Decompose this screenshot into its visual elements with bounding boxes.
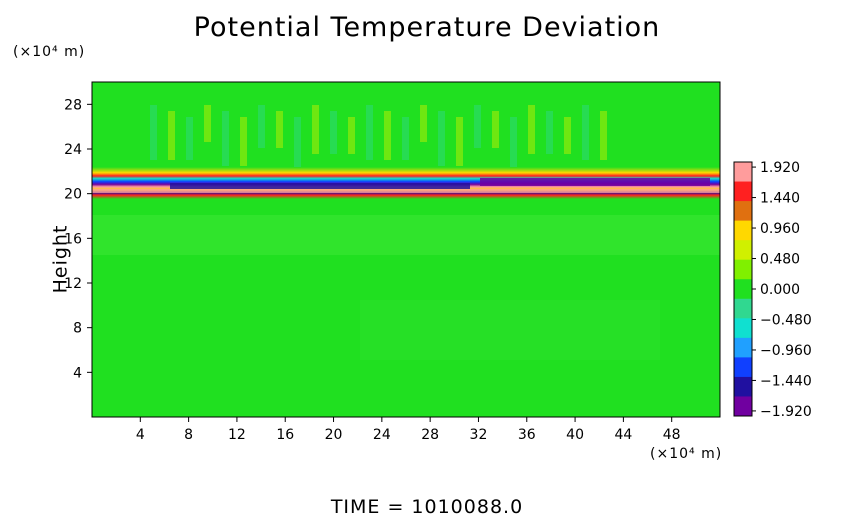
colorbar-swatch xyxy=(734,279,752,300)
colorbar-swatch xyxy=(734,181,752,202)
colorbar-label: 1.920 xyxy=(760,160,800,176)
x-tick-label: 24 xyxy=(373,427,391,443)
x-tick-label: 8 xyxy=(184,427,193,443)
y-axis: 4 8 12 16 20 24 28 xyxy=(64,97,92,381)
y-tick-label: 16 xyxy=(64,231,82,247)
y-tick-label: 28 xyxy=(64,97,82,113)
wave-streak xyxy=(348,117,355,154)
x-tick-label: 28 xyxy=(421,427,439,443)
colorbar-swatch xyxy=(734,376,752,397)
y-tick-label: 8 xyxy=(73,321,82,337)
wave-streak xyxy=(366,105,373,160)
colorbar-label: −0.960 xyxy=(760,343,812,359)
y-tick-label: 24 xyxy=(64,142,82,158)
wave-streak xyxy=(294,117,301,172)
y-tick-label: 4 xyxy=(73,365,82,381)
wave-streak xyxy=(330,111,337,154)
wave-streak xyxy=(150,105,157,160)
wave-streak xyxy=(276,111,283,148)
wave-streak xyxy=(240,117,247,166)
wave-streak xyxy=(564,117,571,154)
wave-streak xyxy=(456,117,463,166)
band-dark-core xyxy=(170,183,470,189)
x-tick-label: 40 xyxy=(566,427,584,443)
x-axis: 4 8 12 16 20 24 28 32 36 40 44 48 xyxy=(136,417,681,443)
colorbar-swatch xyxy=(734,201,752,222)
colorbar-swatch xyxy=(734,318,752,339)
x-tick-label: 36 xyxy=(518,427,536,443)
band-dark-core xyxy=(480,178,710,186)
colorbar-label: −0.480 xyxy=(760,312,812,328)
x-tick-label: 12 xyxy=(228,427,246,443)
wave-streak xyxy=(186,117,193,160)
colorbar-swatch xyxy=(734,357,752,378)
lower-streak xyxy=(360,300,660,360)
plot-frame xyxy=(91,81,721,418)
colorbar-swatch xyxy=(734,162,752,183)
wave-streak xyxy=(546,111,553,154)
wave-streak xyxy=(420,105,427,142)
colorbar-swatch xyxy=(734,220,752,241)
wave-streak xyxy=(402,117,409,160)
wave-streak xyxy=(528,105,535,154)
x-tick-label: 44 xyxy=(614,427,632,443)
wave-region xyxy=(150,105,607,172)
y-axis-unit: (×10⁴ m) xyxy=(13,44,86,60)
x-axis-unit: (×10⁴ m) xyxy=(650,446,723,462)
colorbar-label: 0.960 xyxy=(760,221,800,237)
time-footer: TIME = 1010088.0 xyxy=(330,496,524,518)
x-tick-label: 4 xyxy=(136,427,145,443)
colorbar-label: 0.480 xyxy=(760,252,800,268)
wave-streak xyxy=(492,111,499,148)
wave-streak xyxy=(600,111,607,160)
colorbar-label: −1.440 xyxy=(760,373,812,389)
wave-streak xyxy=(204,105,211,142)
x-tick-label: 48 xyxy=(663,427,681,443)
colorbar-label: −1.920 xyxy=(760,404,812,420)
x-tick-label: 20 xyxy=(325,427,343,443)
colorbar-swatch xyxy=(734,337,752,358)
wave-streak xyxy=(258,105,265,148)
colorbar-label: 0.000 xyxy=(760,282,800,298)
wave-streak xyxy=(168,111,175,160)
wave-streak xyxy=(582,105,589,160)
chart-title: Potential Temperature Deviation xyxy=(193,12,661,43)
x-tick-label: 16 xyxy=(276,427,294,443)
wave-streak xyxy=(222,111,229,166)
colorbar-swatch xyxy=(734,259,752,280)
x-tick-label: 32 xyxy=(470,427,488,443)
colorbar-swatch xyxy=(734,298,752,319)
band-light-core xyxy=(92,189,720,193)
wave-streak xyxy=(438,111,445,166)
wave-streak xyxy=(510,117,517,172)
lower-streak xyxy=(92,215,720,255)
colorbar-swatch xyxy=(734,396,752,417)
y-tick-label: 20 xyxy=(64,187,82,203)
colorbar-label: 1.440 xyxy=(760,191,800,207)
wave-streak xyxy=(474,105,481,148)
y-tick-label: 12 xyxy=(64,276,82,292)
wave-streak xyxy=(312,105,319,154)
colorbar: 1.920 1.440 0.960 0.480 0.000 −0.480 −0.960 −1.… xyxy=(733,160,812,420)
colorbar-swatch xyxy=(734,240,752,261)
wave-streak xyxy=(384,111,391,160)
